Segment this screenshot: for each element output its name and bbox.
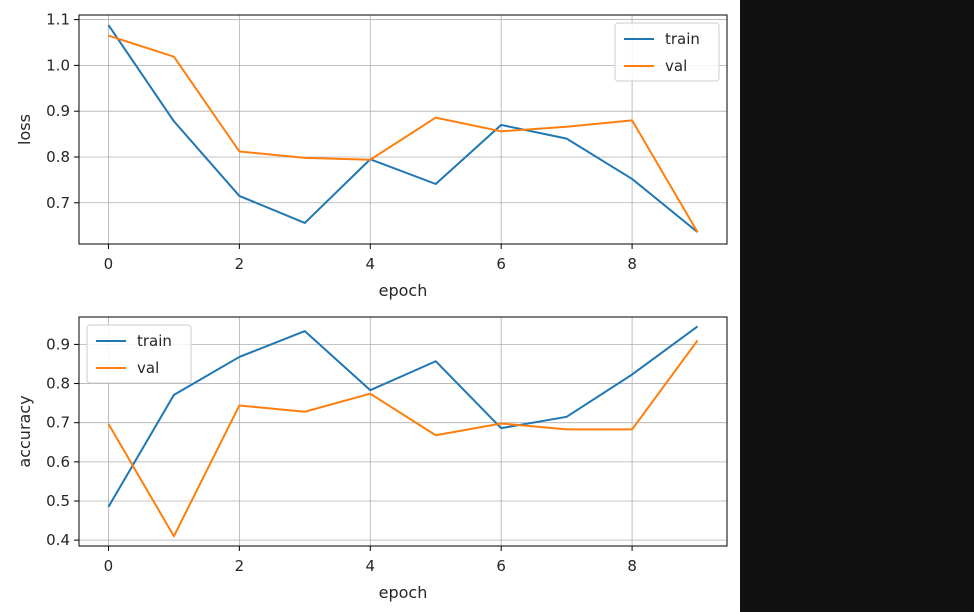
x-axis-label: epoch (379, 583, 428, 602)
x-tick-label: 6 (496, 557, 506, 575)
legend-label-val: val (137, 359, 159, 377)
x-tick-label: 2 (235, 255, 245, 273)
y-tick-label: 0.9 (46, 335, 70, 353)
legend-label-val: val (665, 57, 687, 75)
plot-frame (78, 316, 728, 547)
y-tick-label: 0.8 (46, 148, 70, 166)
figure: 0 2 4 6 8 0.7 0.8 0.9 1.0 1.1 epoch loss train val 0 2 4… (0, 0, 740, 612)
chart-accuracy: 0 2 4 6 8 0.4 0.5 0.6 0.7 0.8 0.9 epoch accuracy trai… (15, 316, 728, 602)
legend-label-train: train (665, 30, 700, 48)
x-tick-label: 0 (104, 255, 114, 273)
series-line-val (107, 339, 699, 538)
y-tick-label: 0.4 (46, 531, 70, 549)
x-tick-label: 8 (627, 557, 637, 575)
y-tick-label: 0.6 (46, 453, 70, 471)
training-curves-figure: 0 2 4 6 8 0.7 0.8 0.9 1.0 1.1 epoch loss train val 0 2 4… (15, 11, 728, 602)
y-tick-label: 0.8 (46, 375, 70, 393)
x-tick-label: 2 (235, 557, 245, 575)
y-axis-label: loss (15, 114, 34, 145)
y-tick-label: 1.0 (46, 56, 70, 74)
x-tick-label: 0 (104, 557, 114, 575)
x-tick-label: 6 (496, 255, 506, 273)
legend-label-train: train (137, 332, 172, 350)
series-line-train (107, 24, 699, 233)
chart-loss: 0 2 4 6 8 0.7 0.8 0.9 1.0 1.1 epoch loss train val (15, 11, 728, 300)
series-line-val (108, 34, 699, 233)
y-axis-label: accuracy (15, 395, 34, 467)
dark-background-panel (740, 0, 974, 612)
y-tick-label: 0.7 (46, 414, 70, 432)
legend: train val (86, 324, 192, 384)
y-tick-label: 1.1 (46, 11, 70, 29)
x-axis-label: epoch (379, 281, 428, 300)
y-tick-label: 0.7 (46, 194, 70, 212)
y-tick-label: 0.5 (46, 492, 70, 510)
x-tick-label: 8 (627, 255, 637, 273)
y-tick-label: 0.9 (46, 102, 70, 120)
plot-frame (78, 14, 728, 245)
x-tick-label: 4 (365, 557, 375, 575)
series-line-train (107, 325, 699, 508)
legend: train val (614, 22, 720, 82)
x-tick-label: 4 (365, 255, 375, 273)
